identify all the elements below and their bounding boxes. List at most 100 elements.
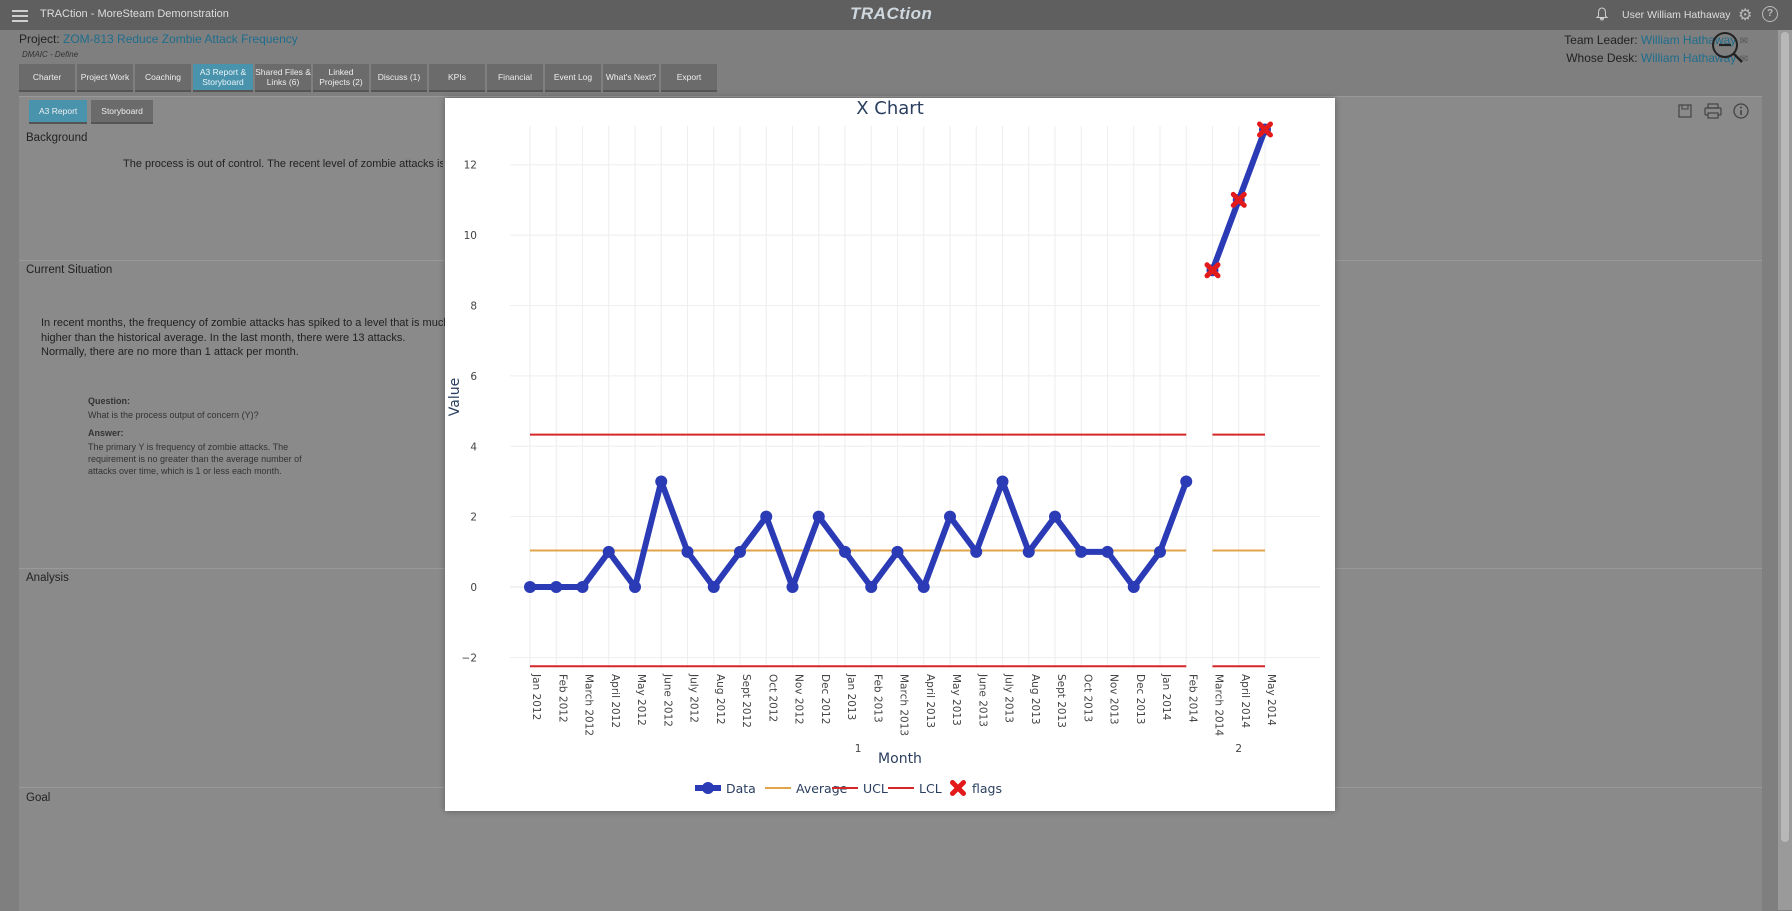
- x-tick-label: Nov 2012: [793, 674, 805, 725]
- x-tick-label: Feb 2013: [871, 674, 883, 723]
- data-point: [655, 475, 668, 488]
- current-situation-label: Current Situation: [26, 264, 113, 276]
- data-point: [1022, 545, 1035, 558]
- mail-icon[interactable]: ✉: [1739, 54, 1748, 65]
- project-label: Project:: [19, 32, 64, 46]
- legend-flags-marker: [950, 780, 966, 796]
- project-tabs: Charter Project Work Coaching A3 Report …: [19, 64, 717, 92]
- print-icon[interactable]: [1704, 103, 1722, 121]
- y-tick-label: 0: [470, 582, 477, 594]
- y-tick-label: 12: [464, 160, 477, 172]
- tab-coaching[interactable]: Coaching: [135, 64, 191, 92]
- x-tick-label: May 2014: [1265, 674, 1277, 726]
- data-point: [865, 581, 878, 594]
- tab-kpis[interactable]: KPIs: [429, 64, 485, 92]
- team-leader-label: Team Leader:: [1564, 33, 1638, 47]
- data-point: [550, 581, 563, 594]
- gear-icon[interactable]: ⚙: [1738, 7, 1753, 24]
- project-link[interactable]: ZOM-813 Reduce Zombie Attack Frequency: [63, 32, 298, 46]
- question-answer: Question: What is the process output of …: [88, 392, 318, 483]
- x-tick-label: Oct 2013: [1081, 674, 1093, 722]
- phase-label: 2: [1235, 743, 1242, 755]
- x-tick-label: July 2012: [688, 673, 700, 723]
- data-point: [996, 475, 1009, 488]
- x-tick-label: May 2013: [950, 674, 962, 726]
- top-bar: TRACtion - MoreSteam Demonstration TRACt…: [0, 0, 1792, 30]
- x-tick-label: Feb 2012: [556, 674, 568, 723]
- x-tick-label: April 2012: [609, 674, 621, 728]
- background-label: Background: [26, 132, 88, 144]
- bell-icon[interactable]: [1595, 7, 1609, 21]
- traction-logo[interactable]: TRACtion: [850, 4, 933, 23]
- data-point: [944, 510, 956, 523]
- panel-actions: [1676, 103, 1750, 121]
- analysis-label: Analysis: [26, 572, 69, 584]
- zoom-out-icon[interactable]: [1710, 30, 1744, 64]
- y-tick-label: −2: [462, 652, 477, 664]
- tab-whats-next[interactable]: What's Next?: [603, 64, 659, 92]
- data-point: [681, 545, 694, 558]
- data-point: [602, 545, 615, 558]
- tab-export[interactable]: Export: [661, 64, 717, 92]
- x-tick-label: Aug 2012: [714, 674, 726, 725]
- data-point: [786, 581, 799, 594]
- tab-event-log[interactable]: Event Log: [545, 64, 601, 92]
- data-point: [1154, 545, 1166, 558]
- data-point: [839, 545, 851, 558]
- x-tick-label: June 2013: [976, 673, 988, 727]
- tab-shared-files[interactable]: Shared Files & Links (6): [255, 64, 311, 92]
- tab-linked-projects[interactable]: Linked Projects (2): [313, 64, 369, 92]
- legend-flags-label: flags: [972, 781, 1002, 796]
- mail-icon[interactable]: ✉: [1739, 36, 1748, 47]
- x-tick-label: April 2013: [924, 674, 936, 728]
- y-axis-title: Value: [447, 378, 463, 416]
- y-tick-label: 6: [470, 371, 477, 383]
- current-situation-text: In recent months, the frequency of zombi…: [41, 317, 450, 358]
- tab-charter[interactable]: Charter: [19, 64, 75, 92]
- data-point: [1127, 581, 1140, 594]
- page-scrollbar[interactable]: [1778, 30, 1792, 910]
- background-text: The process is out of control. The recen…: [123, 158, 443, 170]
- legend-ucl-label: UCL: [863, 781, 888, 796]
- y-tick-label: 4: [470, 441, 477, 453]
- whose-desk-label: Whose Desk:: [1566, 51, 1638, 65]
- whose-desk-link[interactable]: William Hathaway: [1640, 51, 1737, 65]
- x-tick-label: July 2013: [1003, 673, 1015, 723]
- sub-tabs: A3 Report Storyboard: [29, 100, 153, 124]
- x-tick-label: Jan 2014: [1160, 673, 1172, 721]
- x-tick-label: March 2013: [898, 674, 910, 736]
- data-point: [812, 510, 825, 523]
- x-tick-label: Jan 2012: [530, 673, 542, 720]
- x-tick-label: March 2014: [1213, 674, 1225, 736]
- scrollbar-thumb[interactable]: [1781, 32, 1789, 842]
- tab-a3-report[interactable]: A3 Report & Storyboard: [193, 64, 253, 92]
- data-point: [524, 581, 536, 594]
- help-icon[interactable]: ?: [1762, 6, 1778, 22]
- legend-lcl-label: LCL: [919, 781, 942, 796]
- menu-icon[interactable]: [12, 7, 28, 23]
- phase-label: 1: [855, 743, 862, 755]
- x-tick-label: March 2012: [583, 674, 595, 736]
- data-point: [760, 510, 773, 523]
- info-icon[interactable]: [1732, 103, 1750, 121]
- project-phase: DMAIC - Define: [22, 50, 79, 59]
- tab-financial[interactable]: Financial: [487, 64, 543, 92]
- answer-label: Answer:: [88, 428, 124, 438]
- x-tick-label: Dec 2013: [1134, 674, 1146, 724]
- tab-discuss[interactable]: Discuss (1): [371, 64, 427, 92]
- save-icon[interactable]: [1676, 103, 1694, 121]
- legend-data-label: Data: [726, 781, 756, 796]
- flag-marker: [1204, 262, 1221, 279]
- x-tick-label: Oct 2012: [766, 674, 778, 722]
- chart-title: X Chart: [856, 98, 924, 119]
- subtab-storyboard[interactable]: Storyboard: [91, 100, 153, 124]
- subtab-a3-report[interactable]: A3 Report: [29, 100, 88, 124]
- tab-project-work[interactable]: Project Work: [77, 64, 133, 92]
- project-header: Project: ZOM-813 Reduce Zombie Attack Fr…: [19, 32, 298, 46]
- x-chart-modal: 12 10 8 6 4 2 0 −2 X Chart Value Month Jan 2012 Feb …: [445, 98, 1335, 811]
- legend-average-label: Average: [796, 781, 848, 796]
- x-tick-label: Sept 2012: [740, 674, 752, 728]
- data-point: [629, 581, 641, 594]
- user-name[interactable]: User William Hathaway: [1622, 9, 1731, 21]
- goal-label: Goal: [26, 792, 51, 804]
